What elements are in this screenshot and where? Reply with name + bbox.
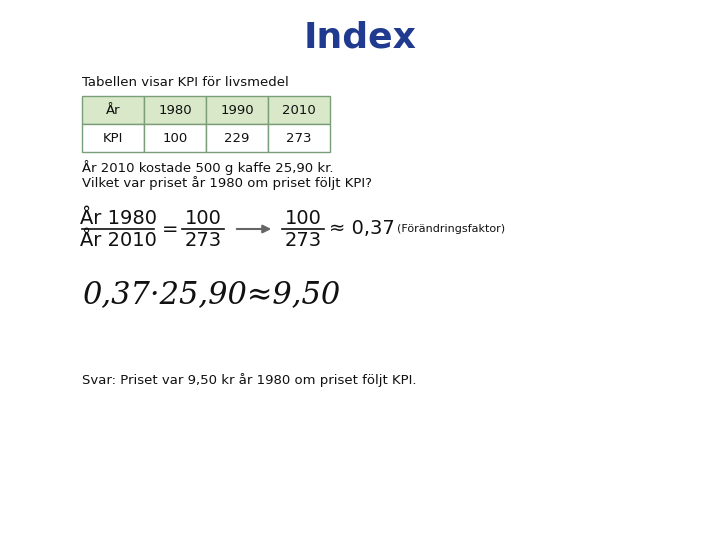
Text: 229: 229 bbox=[225, 132, 250, 145]
Text: År 1980: År 1980 bbox=[79, 208, 156, 227]
Text: År 2010: År 2010 bbox=[80, 231, 156, 249]
Bar bbox=[268, 96, 330, 124]
Bar bbox=[144, 124, 206, 152]
Text: 100: 100 bbox=[163, 132, 188, 145]
Text: Svar: Priset var 9,50 kr år 1980 om priset följt KPI.: Svar: Priset var 9,50 kr år 1980 om pris… bbox=[82, 373, 416, 387]
Bar bbox=[82, 96, 144, 124]
Text: År 2010 kostade 500 g kaffe 25,90 kr.: År 2010 kostade 500 g kaffe 25,90 kr. bbox=[82, 160, 333, 176]
Bar bbox=[82, 124, 144, 152]
Text: (Förändringsfaktor): (Förändringsfaktor) bbox=[397, 224, 505, 234]
Bar bbox=[144, 96, 206, 124]
Text: Tabellen visar KPI för livsmedel: Tabellen visar KPI för livsmedel bbox=[82, 77, 289, 90]
Bar bbox=[206, 124, 268, 152]
Bar bbox=[206, 96, 268, 124]
Text: Index: Index bbox=[304, 21, 416, 55]
Text: 100: 100 bbox=[284, 208, 321, 227]
Text: ≈ 0,37: ≈ 0,37 bbox=[329, 219, 395, 239]
Bar bbox=[268, 124, 330, 152]
Text: KPI: KPI bbox=[103, 132, 123, 145]
Text: 2010: 2010 bbox=[282, 104, 316, 117]
Text: 100: 100 bbox=[184, 208, 222, 227]
Text: Vilket var priset år 1980 om priset följt KPI?: Vilket var priset år 1980 om priset följ… bbox=[82, 176, 372, 190]
Text: 0,37·25,90≈9,50: 0,37·25,90≈9,50 bbox=[82, 280, 341, 310]
Text: 1980: 1980 bbox=[158, 104, 192, 117]
Text: =: = bbox=[162, 219, 179, 239]
Text: 273: 273 bbox=[287, 132, 312, 145]
Text: 1990: 1990 bbox=[220, 104, 254, 117]
Text: 273: 273 bbox=[184, 231, 222, 249]
Text: 273: 273 bbox=[284, 231, 322, 249]
Text: År: År bbox=[106, 104, 120, 117]
